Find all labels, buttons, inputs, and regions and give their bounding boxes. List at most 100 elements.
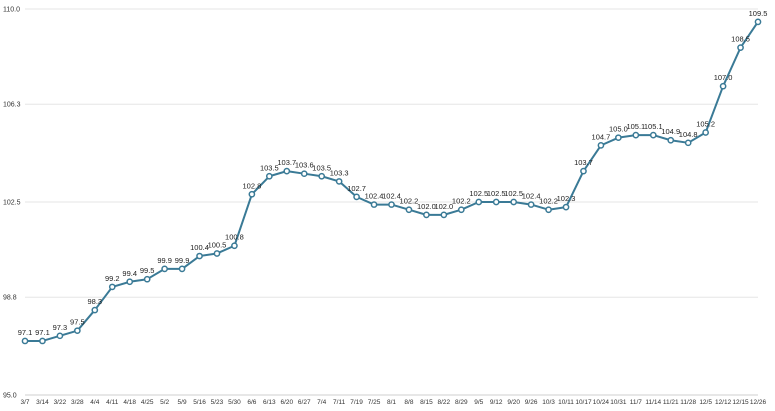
data-label: 107.0 (714, 73, 733, 82)
data-label: 97.1 (18, 328, 33, 337)
x-tick-label: 5/9 (178, 399, 187, 406)
data-point (615, 134, 622, 142)
x-tick-label: 10/31 (610, 399, 627, 406)
data-point (126, 278, 134, 286)
x-tick-label: 7/19 (350, 399, 363, 406)
x-axis: 3/7 3/14 3/22 3/28 4/4 4/11 4/18 4/25 5/2 5/9 5/16… (20, 399, 766, 406)
data-label: 104.9 (661, 127, 680, 136)
series-line-group (25, 21, 759, 342)
data-label: 99.9 (175, 256, 190, 265)
x-tick-label: 5/16 (193, 399, 206, 406)
x-tick-label: 5/23 (211, 399, 224, 406)
data-label: 103.5 (312, 163, 331, 172)
x-tick-label: 10/3 (542, 399, 555, 406)
data-label: 103.7 (277, 158, 296, 167)
x-tick-label: 3/28 (71, 399, 84, 406)
data-point (283, 167, 291, 175)
data-label: 103.5 (260, 163, 279, 172)
data-label: 99.9 (157, 256, 172, 265)
x-tick-label: 8/1 (387, 399, 396, 406)
data-point (440, 211, 448, 219)
data-label: 102.4 (365, 192, 384, 201)
data-point (196, 252, 203, 260)
data-point (457, 206, 465, 214)
data-point (213, 250, 221, 257)
x-tick-label: 11/28 (680, 399, 696, 406)
x-tick-label: 8/8 (404, 399, 413, 406)
y-axis: 95.0 98.8 102.5 106.3 110.0 (3, 7, 21, 400)
data-point (719, 82, 727, 90)
data-point (492, 198, 500, 206)
data-label: 105.1 (644, 122, 663, 131)
data-point (178, 265, 186, 273)
x-tick-label: 10/24 (593, 399, 610, 406)
data-point (475, 198, 483, 206)
x-tick-label: 6/20 (280, 399, 293, 406)
data-label: 103.3 (330, 168, 349, 177)
x-tick-label: 12/26 (750, 399, 767, 406)
data-point (370, 201, 378, 208)
y-tick-label: 98.8 (3, 295, 17, 302)
data-label: 102.7 (347, 184, 366, 193)
x-tick-label: 6/27 (298, 399, 311, 406)
y-tick-label: 110.0 (3, 7, 20, 14)
x-tick-label: 9/20 (507, 399, 520, 406)
data-label: 97.1 (35, 328, 50, 337)
data-label: 98.3 (88, 297, 103, 306)
data-point (248, 190, 256, 198)
data-point (353, 193, 360, 201)
data-label: 102.2 (400, 197, 419, 206)
x-tick-label: 4/25 (141, 399, 154, 406)
data-point (74, 327, 81, 335)
x-tick-label: 10/17 (575, 399, 592, 406)
x-tick-label: 4/11 (106, 399, 119, 406)
x-tick-label: 5/2 (160, 399, 169, 406)
data-point (161, 265, 168, 273)
data-point (405, 206, 413, 214)
data-label: 105.0 (609, 125, 628, 134)
data-label: 97.3 (53, 323, 68, 332)
x-tick-label: 12/15 (732, 399, 749, 406)
x-tick-label: 9/12 (490, 399, 503, 406)
data-point (265, 172, 273, 180)
data-point (56, 332, 64, 340)
data-point (580, 167, 587, 175)
data-label: 99.4 (122, 269, 137, 278)
x-tick-label: 3/7 (20, 399, 29, 406)
data-point (632, 131, 640, 139)
x-tick-label: 11/7 (630, 399, 643, 406)
data-point (388, 201, 395, 208)
x-tick-label: 7/25 (368, 399, 381, 406)
data-label: 100.5 (208, 240, 227, 249)
x-tick-label: 3/14 (36, 399, 49, 406)
x-tick-label: 11/14 (645, 399, 661, 406)
data-point (702, 129, 709, 136)
data-point (754, 18, 762, 26)
data-label: 102.0 (417, 202, 436, 211)
data-point (91, 306, 99, 314)
data-point (21, 337, 29, 345)
data-point (667, 136, 675, 144)
data-point (300, 170, 308, 178)
data-label: 102.5 (469, 189, 488, 198)
data-label: 104.7 (592, 132, 611, 141)
y-tick-label: 106.3 (3, 102, 21, 109)
x-tick-label: 11/21 (663, 399, 679, 406)
data-point (335, 178, 343, 185)
data-label: 102.5 (504, 189, 523, 198)
data-label: 102.5 (487, 189, 506, 198)
x-tick-label: 8/29 (455, 399, 468, 406)
data-label: 102.4 (382, 192, 401, 201)
x-tick-label: 9/5 (474, 399, 483, 406)
data-point (545, 206, 552, 214)
x-tick-label: 12/12 (715, 399, 732, 406)
data-label: 102.3 (557, 194, 576, 203)
data-label: 102.4 (522, 192, 541, 201)
x-tick-label: 12/5 (699, 399, 712, 406)
data-points (21, 18, 762, 345)
x-tick-label: 6/13 (263, 399, 276, 406)
data-point (143, 275, 151, 283)
y-tick-label: 102.5 (3, 200, 21, 207)
x-tick-label: 9/26 (525, 399, 538, 406)
